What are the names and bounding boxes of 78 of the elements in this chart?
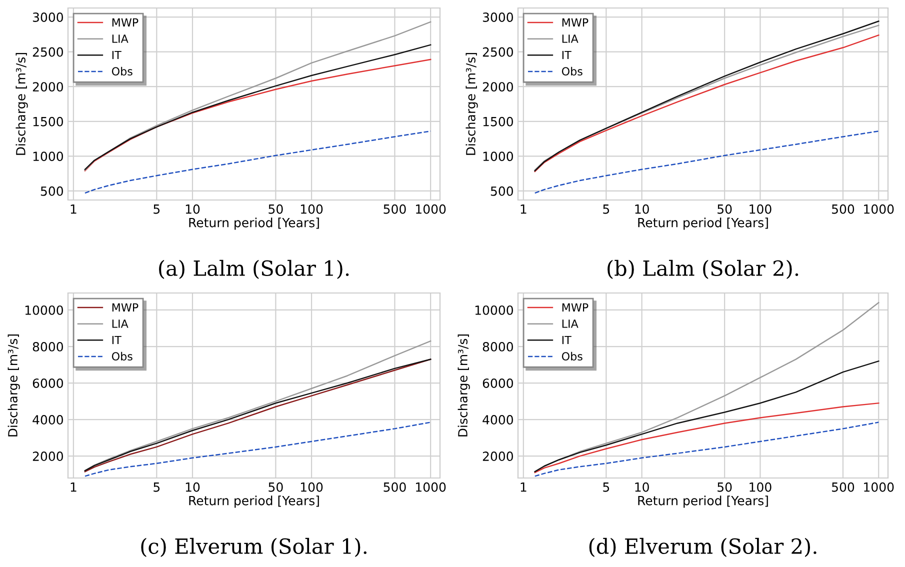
legend-label: IT	[112, 336, 122, 344]
x-tick-label: 1000	[416, 204, 446, 214]
legend-label: IT	[562, 336, 572, 344]
x-axis-title: Return period [Years]	[189, 496, 319, 508]
x-tick-label: 10	[186, 204, 200, 214]
text: (c) Elverum (Solar 1).	[141, 538, 366, 557]
x-tick-label: 1	[520, 482, 526, 492]
y-tick-label: 10000	[25, 305, 63, 315]
x-axis-title: Return period [Years]	[638, 496, 768, 508]
y-tick-label: 1500	[33, 116, 64, 126]
y-tick-label: 8000	[32, 342, 64, 352]
y-tick-label: 2000	[482, 452, 514, 462]
legend-label: IT	[112, 50, 122, 60]
x-tick-label: 1000	[864, 482, 894, 492]
x-tick-label: 10	[186, 482, 200, 492]
legend-label: MWP	[112, 303, 138, 312]
text: (d) Elverum (Solar 2).	[589, 538, 816, 557]
y-tick-label: 6000	[482, 378, 514, 388]
legend-label: LIA	[112, 34, 128, 43]
legend-label: MWP	[562, 303, 588, 312]
y-tick-label: 2000	[482, 82, 514, 92]
legend-label: Obs	[562, 352, 582, 361]
x-tick-label: 5	[603, 482, 610, 492]
y-axis-title: Discharge [m³/s]	[16, 52, 28, 155]
y-tick-label: 8000	[482, 342, 514, 352]
x-tick-label: 50	[718, 204, 732, 214]
x-tick-label: 50	[268, 482, 283, 492]
x-tick-label: 1	[70, 482, 76, 492]
legend-label: MWP	[112, 18, 138, 26]
y-tick-label: 4000	[32, 415, 64, 424]
x-tick-label: 5	[603, 204, 610, 214]
y-tick-label: 2500	[482, 47, 514, 57]
x-tick-label: 1000	[864, 204, 894, 214]
y-tick-label: 3000	[482, 12, 514, 22]
y-tick-label: 500	[490, 186, 514, 196]
x-tick-label: 100	[750, 482, 772, 492]
text: (b) Lalm (Solar 2).	[608, 260, 798, 279]
x-tick-label: 10	[635, 482, 649, 492]
legend-label: LIA	[562, 34, 578, 43]
x-tick-label: 1	[70, 204, 76, 214]
x-tick-label: 5	[154, 204, 160, 214]
x-tick-label: 5	[154, 482, 160, 492]
y-axis-title: Discharge [m³/s]	[458, 334, 470, 436]
x-tick-label: 50	[718, 482, 732, 492]
y-axis-title: Discharge [m³/s]	[8, 334, 20, 436]
x-tick-label: 1000	[416, 482, 446, 492]
x-tick-label: 100	[300, 482, 323, 492]
y-tick-label: 2000	[32, 452, 64, 462]
x-tick-label: 1	[520, 204, 526, 214]
y-tick-label: 1500	[483, 116, 514, 126]
x-axis-title: Return period [Years]	[638, 218, 768, 230]
x-tick-label: 500	[384, 204, 406, 214]
y-axis-title: Discharge [m³/s]	[466, 52, 478, 155]
y-tick-label: 4000	[482, 415, 514, 424]
y-tick-label: 2500	[32, 47, 64, 57]
x-tick-label: 50	[268, 204, 283, 214]
legend-label: LIA	[112, 320, 128, 328]
y-tick-label: 1000	[33, 152, 64, 162]
x-tick-label: 10	[635, 204, 649, 214]
text: (a) Lalm (Solar 1).	[159, 260, 349, 279]
y-tick-label: 1000	[483, 152, 514, 162]
legend-label: Obs	[562, 66, 582, 76]
y-tick-label: 2000	[32, 82, 64, 92]
y-tick-label: 500	[40, 186, 64, 196]
x-tick-label: 100	[300, 204, 323, 214]
x-axis-title: Return period [Years]	[189, 218, 319, 230]
x-tick-label: 100	[750, 204, 772, 214]
y-tick-label: 3000	[32, 12, 64, 22]
legend-label: MWP	[562, 18, 588, 26]
x-tick-label: 500	[384, 482, 406, 492]
x-tick-label: 500	[832, 204, 854, 214]
legend-label: Obs	[112, 66, 132, 76]
legend-label: IT	[562, 50, 572, 60]
y-tick-label: 6000	[32, 378, 64, 388]
legend-label: Obs	[112, 352, 132, 361]
y-tick-label: 10000	[475, 305, 513, 315]
legend-label: LIA	[562, 320, 578, 328]
x-tick-label: 500	[832, 482, 854, 492]
